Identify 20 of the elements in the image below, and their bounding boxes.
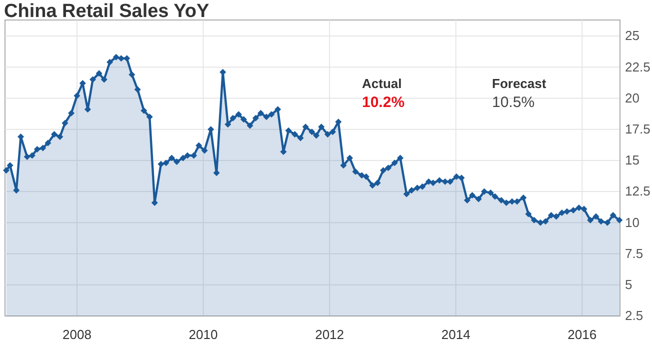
- y-tick-label: 20: [625, 90, 640, 106]
- x-tick-label: 2016: [568, 327, 597, 342]
- y-tick-label: 10: [625, 214, 640, 230]
- y-tick-label: 15: [625, 152, 640, 168]
- y-tick-label: 7.5: [625, 246, 644, 261]
- y-tick-label: 5: [625, 277, 632, 292]
- y-tick-label: 22.5: [625, 59, 650, 74]
- annotation: 10.5%: [492, 94, 535, 111]
- y-tick-label: 12.5: [625, 184, 650, 199]
- x-tick-label: 2014: [441, 327, 470, 342]
- y-tick-label: 2.5: [625, 308, 644, 324]
- y-tick-label: 17.5: [625, 121, 650, 136]
- annotation: 10.2%: [362, 94, 405, 111]
- x-tick-label: 2012: [315, 327, 344, 342]
- x-tick-label: 2008: [62, 327, 92, 342]
- y-tick-label: 25: [625, 28, 640, 44]
- x-tick-label: 2010: [188, 327, 218, 342]
- annotation: Forecast: [492, 76, 547, 91]
- chart-title: China Retail Sales YoY: [4, 1, 210, 22]
- annotation: Actual: [362, 76, 402, 91]
